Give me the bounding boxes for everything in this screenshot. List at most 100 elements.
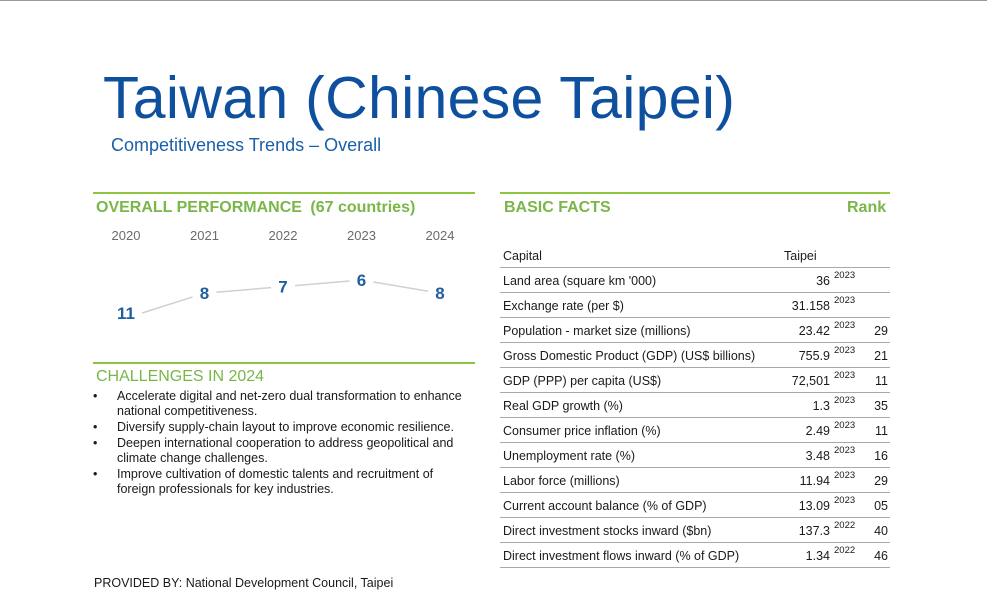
facts-row: Real GDP growth (%) 1.3 2023 35 [500, 393, 890, 418]
facts-label: Gross Domestic Product (GDP) (US$ billio… [503, 349, 756, 363]
year-tick-label: 2023 [347, 228, 376, 243]
facts-year: 2023 [834, 420, 856, 431]
facts-value: 1.34 [805, 549, 830, 563]
facts-row: Direct investment stocks inward ($bn) 13… [500, 518, 890, 543]
facts-value: 11.94 [799, 474, 830, 488]
challenges-rule [93, 362, 475, 364]
facts-year: 2023 [834, 270, 856, 281]
challenge-item: • Accelerate digital and net-zero dual tr… [93, 389, 465, 419]
rank-heading: Rank [847, 199, 887, 216]
rank-label-background [428, 281, 452, 303]
facts-row: Unemployment rate (%) 3.48 2023 16 [500, 443, 890, 468]
facts-label: Capital [503, 249, 542, 263]
facts-value: 3.48 [805, 449, 830, 463]
facts-year: 2023 [834, 445, 856, 456]
facts-year: 2022 [834, 520, 856, 531]
rank-label-background [271, 274, 295, 296]
rank-label-background [192, 281, 217, 303]
facts-year: 2023 [834, 495, 856, 506]
challenge-item: • Deepen international cooperation to add… [93, 436, 465, 466]
facts-label: Direct investment flows inward (% of GDP… [503, 549, 740, 563]
overall-performance-chart: 2020 11 2021 8 2022 7 2023 6 2024 8 [112, 228, 455, 323]
facts-row: GDP (PPP) per capita (US$) 72,501 2023 1… [500, 368, 890, 393]
facts-value: 755.9 [798, 349, 830, 363]
page-title: Taiwan (Chinese Taipei) [103, 65, 736, 131]
facts-label: Consumer price inflation (%) [503, 424, 661, 438]
rank-data-label: 8 [200, 284, 209, 303]
facts-rank: 21 [874, 349, 888, 363]
facts-label: Labor force (millions) [503, 474, 620, 488]
facts-rank: 11 [875, 424, 888, 438]
basic-facts-heading: BASIC FACTS [504, 199, 611, 216]
facts-value: 137.3 [798, 524, 830, 538]
facts-row: Population - market size (millions) 23.4… [500, 318, 890, 343]
facts-label: Unemployment rate (%) [503, 449, 635, 463]
facts-capital-value: Taipei [784, 249, 817, 263]
facts-rank: 35 [874, 399, 888, 413]
facts-label: Land area (square km '000) [503, 274, 657, 288]
facts-rank: 46 [874, 549, 888, 563]
basic-facts-table: Capital Taipei Land area (square km '000… [500, 245, 890, 568]
overall-performance-countries: (67 countries) [310, 199, 416, 216]
facts-row: Labor force (millions) 11.94 2023 29 [500, 468, 890, 493]
challenges-heading: CHALLENGES IN 2024 [96, 368, 265, 385]
facts-value: 36 [816, 274, 830, 288]
challenge-text: Diversify supply-chain layout to improve… [117, 420, 454, 434]
facts-label: Real GDP growth (%) [503, 399, 623, 413]
facts-year: 2023 [834, 370, 856, 381]
facts-row: Land area (square km '000) 36 2023 [500, 268, 890, 293]
challenge-text: Accelerate digital and net-zero dual tra… [117, 389, 462, 418]
rank-data-label: 8 [435, 284, 444, 303]
facts-value: 23.42 [798, 324, 830, 338]
rank-data-label: 11 [117, 304, 135, 323]
facts-label: Exchange rate (per $) [503, 299, 624, 313]
overall-performance-heading: OVERALL PERFORMANCE (67 countries) [96, 199, 415, 217]
facts-label: Direct investment stocks inward ($bn) [503, 524, 712, 538]
facts-label: GDP (PPP) per capita (US$) [503, 374, 662, 388]
rank-data-label: 6 [357, 271, 366, 290]
challenge-item: • Diversify supply-chain layout to improv… [93, 420, 465, 435]
facts-rank: 40 [874, 524, 888, 538]
facts-year: 2022 [834, 545, 856, 556]
facts-rank: 16 [874, 449, 888, 463]
facts-rank: 05 [874, 499, 888, 513]
facts-rank: 29 [874, 324, 888, 338]
facts-label: Current account balance (% of GDP) [503, 499, 707, 513]
facts-year: 2023 [834, 345, 856, 356]
provided-by: PROVIDED BY: National Development Counci… [94, 576, 394, 590]
facts-row: Gross Domestic Product (GDP) (US$ billio… [500, 343, 890, 368]
bullet-icon: • [93, 420, 98, 434]
facts-row: Consumer price inflation (%) 2.49 2023 1… [500, 418, 890, 443]
facts-year: 2023 [834, 320, 856, 331]
challenge-item: • Improve cultivation of domestic talents… [93, 467, 465, 497]
facts-year: 2023 [834, 470, 856, 481]
bullet-icon: • [93, 436, 98, 450]
year-tick-label: 2020 [112, 228, 141, 243]
challenge-text: Improve cultivation of domestic talents … [117, 467, 434, 496]
overall-performance-rule [93, 192, 475, 194]
facts-value: 1.3 [812, 399, 830, 413]
rank-label-background [114, 301, 138, 322]
page-top-border [0, 0, 987, 1]
facts-rank: 11 [875, 374, 888, 388]
page-subtitle: Competitiveness Trends – Overall [111, 135, 382, 155]
facts-value: 13.09 [798, 499, 830, 513]
year-tick-label: 2021 [190, 228, 219, 243]
challenge-text: Deepen international cooperation to addr… [117, 436, 454, 465]
year-tick-label: 2024 [426, 228, 455, 243]
facts-value: 72,501 [791, 374, 830, 388]
rank-label-background [349, 268, 374, 289]
overall-performance-title: OVERALL PERFORMANCE [96, 199, 302, 216]
facts-value: 31.158 [791, 299, 830, 313]
facts-year: 2023 [834, 295, 856, 306]
facts-year: 2023 [834, 395, 856, 406]
rank-data-label: 7 [278, 278, 287, 297]
facts-row-capital: Capital Taipei [500, 245, 890, 268]
facts-rank: 29 [874, 474, 888, 488]
facts-label: Population - market size (millions) [503, 324, 691, 338]
facts-row: Exchange rate (per $) 31.158 2023 [500, 293, 890, 318]
facts-row: Direct investment flows inward (% of GDP… [500, 543, 890, 568]
facts-value: 2.49 [805, 424, 830, 438]
bullet-icon: • [93, 467, 98, 481]
bullet-icon: • [93, 389, 98, 403]
